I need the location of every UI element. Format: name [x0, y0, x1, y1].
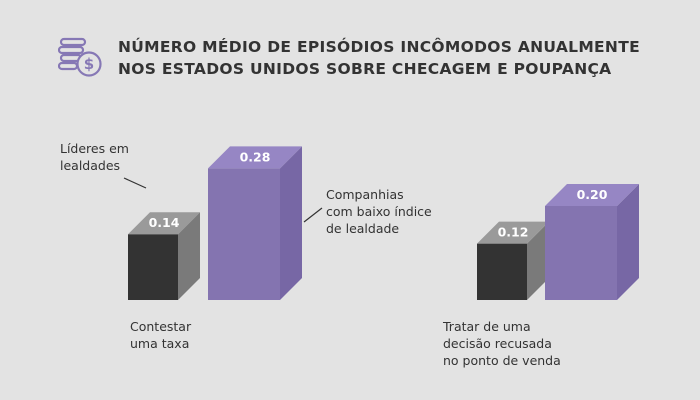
- title-line-1: NÚMERO MÉDIO DE EPISÓDIOS INCÔMODOS ANUA…: [118, 38, 640, 56]
- bar-low-loyalty-cat1-top: [208, 146, 302, 169]
- data-label-bar-low-loyalty-cat1: 0.28: [240, 149, 271, 164]
- category-label-dispute-fee: Contestar uma taxa: [130, 319, 192, 351]
- bar-low-loyalty-cat1-side: [280, 146, 302, 300]
- money-coins-icon: $: [58, 37, 102, 77]
- bar-low-loyalty-cat1: 0.28: [208, 146, 302, 300]
- legend-label-low-loyalty: Companhias com baixo índice de lealdade: [326, 187, 432, 236]
- bar-leaders-cat1-side: [178, 212, 200, 300]
- legend-label-leaders: Líderes em lealdades: [60, 141, 129, 173]
- bar-leaders-cat1-front: [128, 234, 178, 300]
- chart-title: NÚMERO MÉDIO DE EPISÓDIOS INCÔMODOS ANUA…: [118, 36, 678, 80]
- bar-low-loyalty-cat2-top: [545, 184, 639, 206]
- bar-leaders-cat1: 0.14: [128, 212, 200, 300]
- bar-leaders-cat2-side: [527, 221, 549, 300]
- leader-line-low-loyalty: [303, 207, 323, 223]
- data-label-bar-leaders-cat2: 0.12: [498, 225, 529, 240]
- data-label-bar-low-loyalty-cat2: 0.20: [577, 187, 608, 202]
- bar-leaders-cat2: 0.12: [477, 221, 549, 300]
- bar-low-loyalty-cat2-side: [617, 184, 639, 300]
- bar-low-loyalty-cat2: 0.20: [545, 184, 639, 300]
- leader-line-leaders: [123, 177, 147, 189]
- title-block: $ NÚMERO MÉDIO DE EPISÓDIOS INCÔMODOS AN…: [58, 32, 678, 82]
- bar-leaders-cat2-front: [477, 243, 527, 300]
- bar-low-loyalty-cat1-front: [208, 168, 280, 300]
- category-label-declined-decision: Tratar de uma decisão recusada no ponto …: [443, 319, 561, 368]
- svg-text:$: $: [84, 55, 94, 73]
- bar-low-loyalty-cat2-front: [545, 206, 617, 300]
- data-label-bar-leaders-cat1: 0.14: [149, 215, 180, 230]
- bar-leaders-cat1-top: [128, 212, 200, 235]
- bar-leaders-cat2-top: [477, 221, 549, 244]
- title-line-2: NOS ESTADOS UNIDOS SOBRE CHECAGEM E POUP…: [118, 60, 612, 78]
